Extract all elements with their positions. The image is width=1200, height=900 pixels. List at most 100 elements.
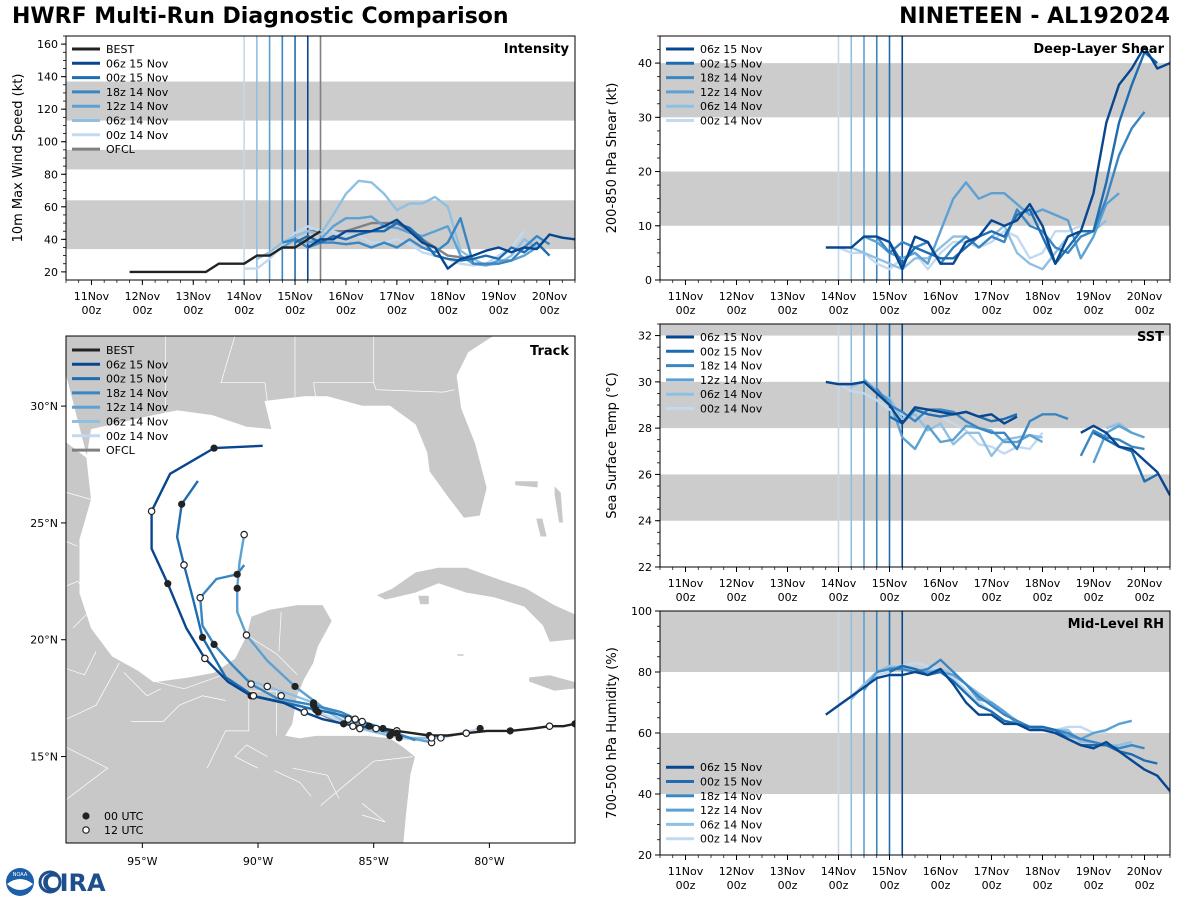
intensity-ytick-label: 100 <box>37 136 58 149</box>
rh-xtick-label: 15Nov 00z <box>872 865 908 892</box>
intensity-ytick-label: 80 <box>44 168 58 181</box>
xtick-label-line: 14Nov <box>821 577 857 590</box>
state-border <box>278 611 282 652</box>
xtick-label-line: 00z <box>1033 304 1053 317</box>
intensity-legend-label-best: BEST <box>106 43 134 56</box>
rh-xtick-label: 14Nov 00z <box>821 865 857 892</box>
state-border <box>220 336 268 402</box>
xtick-label-line: 00z <box>931 591 951 604</box>
xtick-label-line: 00z <box>1033 879 1053 892</box>
xtick-label-line: 00z <box>183 304 203 317</box>
sst-ytick-label: 22 <box>638 561 652 574</box>
intensity-xtick-label: 13Nov 00z <box>176 290 212 317</box>
track-map-area <box>66 336 575 843</box>
track-xtick-label: 85°W <box>359 855 389 868</box>
intensity-xtick-label: 19Nov 00z <box>481 290 517 317</box>
xtick-label-line: 18Nov <box>1025 290 1061 303</box>
xtick-label-line: 17Nov <box>974 865 1010 878</box>
state-border <box>66 651 97 676</box>
track-panel: 95°W 90°W 85°W 80°W 15°N 20°N 25°N 30°N Track BES… <box>30 335 576 868</box>
sst-threshold-band <box>660 324 1170 336</box>
intensity-series-18z-14-nov <box>282 217 551 265</box>
state-border <box>313 336 375 400</box>
rh-legend-label-00z-14-nov: 00z 14 Nov <box>700 833 763 846</box>
shear-xtick-label: 15Nov 00z <box>872 290 908 317</box>
state-border <box>361 803 386 823</box>
shear-xtick-label: 12Nov 00z <box>719 290 755 317</box>
shear-legend-label-06z-15-nov: 06z 15 Nov <box>700 43 763 56</box>
sst-series-06z-15-nov <box>825 380 1170 496</box>
state-border <box>66 580 97 629</box>
track-xtick-label: 90°W <box>243 855 273 868</box>
sst-xtick-label: 12Nov 00z <box>719 577 755 604</box>
xtick-label-line: 20Nov <box>1127 290 1163 303</box>
intensity-xtick-label: 14Nov 00z <box>226 290 262 317</box>
track-point-12utc <box>351 715 360 723</box>
xtick-label-line: 13Nov <box>176 290 212 303</box>
intensity-panel-title: Intensity <box>504 42 570 57</box>
xtick-label-line: 19Nov <box>1076 865 1112 878</box>
xtick-label-line: 00z <box>931 879 951 892</box>
track-ytick-label: 25°N <box>30 517 58 530</box>
rh-ytick-label: 20 <box>638 849 652 862</box>
xtick-label-line: 00z <box>727 879 747 892</box>
intensity-legend-label-06z-14-nov: 06z 14 Nov <box>106 115 169 128</box>
xtick-label-line: 18Nov <box>430 290 466 303</box>
xtick-label-line: 00z <box>1135 304 1155 317</box>
state-border <box>130 695 226 722</box>
track-point-00utc <box>571 720 575 728</box>
track-point-12utc <box>545 722 554 730</box>
xtick-label-line: 19Nov <box>1076 577 1112 590</box>
shear-legend-label-00z-15-nov: 00z 15 Nov <box>700 57 763 70</box>
intensity-xtick-label: 20Nov 00z <box>532 290 568 317</box>
state-border <box>357 842 360 843</box>
rh-xtick-label: 13Nov 00z <box>770 865 806 892</box>
xtick-label-line: 16Nov <box>923 577 959 590</box>
shear-xtick-label: 17Nov 00z <box>974 290 1010 317</box>
rh-ylabel: 700-500 hPa Humidity (%) <box>605 647 620 819</box>
track-line-06z-15-nov <box>150 444 393 733</box>
intensity-series-06z-15-nov <box>307 218 575 270</box>
track-point-12utc <box>240 530 248 539</box>
shear-ylabel: 200-850 hPa Shear (kt) <box>605 83 620 234</box>
xtick-label-line: 18Nov <box>1025 577 1061 590</box>
track-point-00utc <box>395 734 403 742</box>
track-legend-label-00z-15-nov: 00z 15 Nov <box>106 373 169 386</box>
intensity-ytick-label: 60 <box>44 201 58 214</box>
sst-xtick-label: 14Nov 00z <box>821 577 857 604</box>
rh-ytick-label: 100 <box>631 605 652 618</box>
track-legend-label-06z-14-nov: 06z 14 Nov <box>106 416 169 429</box>
xtick-label-line: 15Nov <box>872 865 908 878</box>
xtick-label-line: 00z <box>880 591 900 604</box>
state-border <box>274 770 312 797</box>
xtick-label-line: 00z <box>676 304 696 317</box>
rh-xtick-label: 12Nov 00z <box>719 865 755 892</box>
track-point-00utc <box>386 731 394 740</box>
cira-logo: NOAA CIRA <box>6 868 106 897</box>
xtick-label-line: 00z <box>1084 591 1104 604</box>
sst-xtick-label: 11Nov 00z <box>668 577 704 604</box>
state-border <box>66 492 92 500</box>
xtick-label-line: 00z <box>1135 879 1155 892</box>
xtick-label-line: 00z <box>82 304 102 317</box>
shear-series-06z-15-nov <box>825 45 1170 271</box>
track-axes-frame <box>65 335 576 844</box>
storm-id-title: NINETEEN - AL192024 <box>899 4 1170 29</box>
shear-ytick-label: 10 <box>638 220 652 233</box>
shear-legend-label-18z-14-nov: 18z 14 Nov <box>700 72 763 85</box>
xtick-label-line: 13Nov <box>770 577 806 590</box>
intensity-legend-label-06z-15-nov: 06z 15 Nov <box>106 57 169 70</box>
xtick-label-line: 19Nov <box>1076 290 1112 303</box>
intensity-ylabel: 10m Max Wind Speed (kt) <box>11 74 26 243</box>
xtick-label-line: 17Nov <box>974 290 1010 303</box>
shear-xtick-label: 11Nov 00z <box>668 290 704 317</box>
track-point-00utc <box>314 708 322 716</box>
track-point-00utc <box>233 570 241 578</box>
xtick-label-line: 00z <box>727 304 747 317</box>
sst-ytick-label: 28 <box>638 422 652 435</box>
track-ytick-label: 15°N <box>30 751 58 764</box>
intensity-plot-area <box>66 36 575 280</box>
